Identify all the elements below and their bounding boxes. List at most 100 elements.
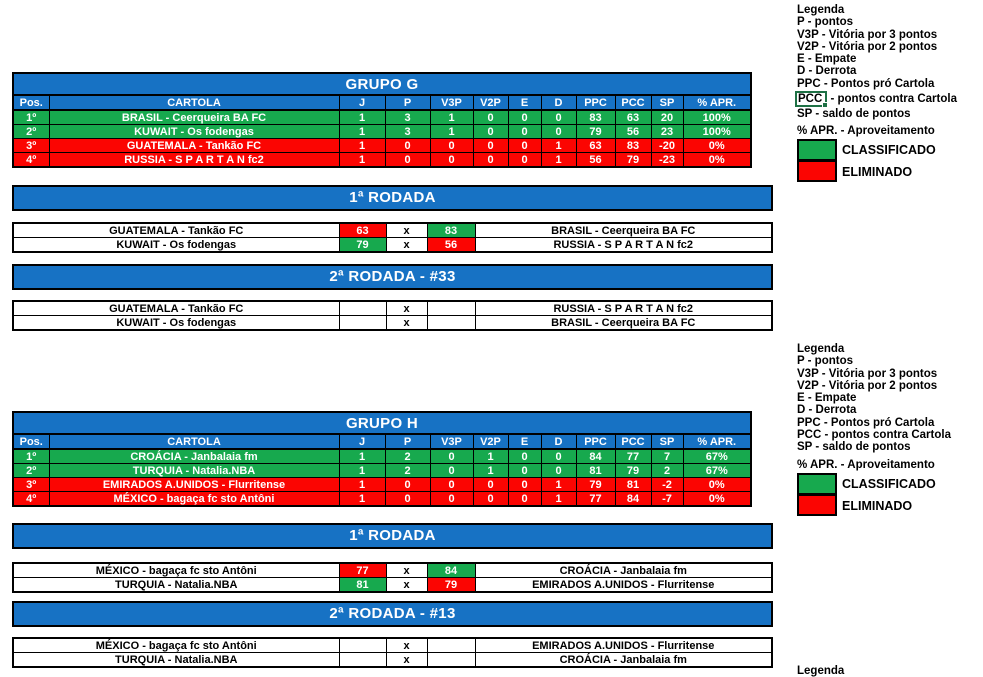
stat-cell[interactable]: 79 xyxy=(614,152,652,168)
legend-title[interactable]: Legenda xyxy=(797,4,845,16)
stat-cell[interactable]: 0 xyxy=(540,448,577,464)
home-score-cell[interactable]: 77 xyxy=(338,562,387,578)
away-score-cell[interactable] xyxy=(426,300,476,316)
legend-line[interactable]: D - Derrota xyxy=(797,65,857,78)
stat-cell[interactable]: 0 xyxy=(429,463,474,478)
home-team-cell[interactable]: MÉXICO - bagaça fc sto Antôni xyxy=(12,562,340,578)
away-score-cell[interactable]: 56 xyxy=(426,237,476,253)
stat-cell[interactable]: 1 xyxy=(338,152,386,168)
home-score-cell[interactable] xyxy=(338,300,387,316)
eliminado-swatch[interactable] xyxy=(797,160,837,183)
legend-line[interactable]: V2P - Vitória por 2 pontos xyxy=(797,379,938,392)
away-team-cell[interactable]: EMIRADOS A.UNIDOS - Flurritense xyxy=(474,577,773,593)
pos-cell[interactable]: 1º xyxy=(12,109,50,125)
stat-cell[interactable]: 23 xyxy=(650,124,684,139)
stat-cell[interactable]: 1 xyxy=(472,463,509,478)
legend-line[interactable]: D - Derrota xyxy=(797,404,857,417)
cartola-cell[interactable]: CROÁCIA - Janbalaia fm xyxy=(48,448,340,464)
stat-cell[interactable]: 83 xyxy=(614,138,652,153)
legend-title[interactable]: Legenda xyxy=(797,665,845,677)
legend-line[interactable]: P - pontos xyxy=(797,16,854,29)
legend-line[interactable]: PPC - Pontos pró Cartola xyxy=(797,77,935,90)
home-score-cell[interactable] xyxy=(338,315,387,331)
header-cell-pos[interactable]: Pos. xyxy=(12,94,50,111)
stat-cell[interactable]: 1 xyxy=(540,491,577,507)
classificado-label[interactable]: CLASSIFICADO xyxy=(842,476,936,491)
header-cell-d[interactable]: D xyxy=(540,94,577,111)
stat-cell[interactable]: 3 xyxy=(384,109,431,125)
legend-line[interactable]: % APR. - Aproveitamento xyxy=(797,125,935,138)
stat-cell[interactable]: 1 xyxy=(338,448,386,464)
header-cell-pcc[interactable]: PCC xyxy=(614,433,652,450)
legend-line[interactable]: E - Empate xyxy=(797,392,857,405)
legend-line-pcc[interactable]: PCC - pontos contra Cartola xyxy=(795,91,957,109)
stat-cell[interactable]: 0 xyxy=(429,491,474,507)
home-score-cell[interactable] xyxy=(338,637,387,653)
home-team-cell[interactable]: KUWAIT - Os fodengas xyxy=(12,315,340,331)
stat-cell[interactable]: 0 xyxy=(540,109,577,125)
home-team-cell[interactable]: GUATEMALA - Tankão FC xyxy=(12,300,340,316)
away-team-cell[interactable]: CROÁCIA - Janbalaia fm xyxy=(474,652,773,668)
stat-cell[interactable]: 56 xyxy=(575,152,616,168)
header-cell-e[interactable]: E xyxy=(507,433,542,450)
group-title[interactable]: GRUPO H xyxy=(12,411,752,435)
stat-cell[interactable]: 0% xyxy=(682,491,752,507)
stat-cell[interactable]: 0 xyxy=(429,152,474,168)
cartola-cell[interactable]: GUATEMALA - Tankão FC xyxy=(48,138,340,153)
cartola-cell[interactable]: MÉXICO - bagaça fc sto Antôni xyxy=(48,491,340,507)
stat-cell[interactable]: 1 xyxy=(338,491,386,507)
stat-cell[interactable]: 79 xyxy=(575,124,616,139)
stat-cell[interactable]: 2 xyxy=(384,448,431,464)
stat-cell[interactable]: 0 xyxy=(384,138,431,153)
stat-cell[interactable]: 56 xyxy=(614,124,652,139)
stat-cell[interactable]: 20 xyxy=(650,109,684,125)
stat-cell[interactable]: -23 xyxy=(650,152,684,168)
legend-line[interactable]: % APR. - Aproveitamento xyxy=(797,458,935,471)
stat-cell[interactable]: 0 xyxy=(507,491,542,507)
home-score-cell[interactable] xyxy=(338,652,387,668)
pos-cell[interactable]: 1º xyxy=(12,448,50,464)
stat-cell[interactable]: 77 xyxy=(614,448,652,464)
eliminado-swatch[interactable] xyxy=(797,493,837,516)
away-team-cell[interactable]: BRASIL - Ceerqueira BA FC xyxy=(474,222,773,238)
header-cell-apr[interactable]: % APR. xyxy=(682,94,752,111)
classificado-label[interactable]: CLASSIFICADO xyxy=(842,143,936,158)
stat-cell[interactable]: 0 xyxy=(472,138,509,153)
stat-cell[interactable]: 63 xyxy=(575,138,616,153)
header-cell-sp[interactable]: SP xyxy=(650,94,684,111)
header-cell-e[interactable]: E xyxy=(507,94,542,111)
selected-cell-outline[interactable]: PCC xyxy=(795,91,829,109)
home-score-cell[interactable]: 63 xyxy=(338,222,387,238)
stat-cell[interactable]: 3 xyxy=(384,124,431,139)
away-team-cell[interactable]: RUSSIA - S P A R T A N fc2 xyxy=(474,300,773,316)
away-score-cell[interactable] xyxy=(426,637,476,653)
home-team-cell[interactable]: TURQUIA - Natalia.NBA xyxy=(12,577,340,593)
stat-cell[interactable]: 67% xyxy=(682,448,752,464)
header-cell-cartola[interactable]: CARTOLA xyxy=(48,433,340,450)
home-team-cell[interactable]: GUATEMALA - Tankão FC xyxy=(12,222,340,238)
group-title[interactable]: GRUPO G xyxy=(12,72,752,96)
stat-cell[interactable]: 100% xyxy=(682,124,752,139)
stat-cell[interactable]: 1 xyxy=(338,477,386,492)
stat-cell[interactable]: 1 xyxy=(429,124,474,139)
legend-line[interactable]: SP - saldo de pontos xyxy=(797,108,911,121)
stat-cell[interactable]: 0% xyxy=(682,152,752,168)
stat-cell[interactable]: 0 xyxy=(507,463,542,478)
versus-cell[interactable]: x xyxy=(385,315,428,331)
stat-cell[interactable]: 63 xyxy=(614,109,652,125)
stat-cell[interactable]: 1 xyxy=(338,138,386,153)
stat-cell[interactable]: 81 xyxy=(614,477,652,492)
away-score-cell[interactable]: 79 xyxy=(426,577,476,593)
pos-cell[interactable]: 3º xyxy=(12,477,50,492)
stat-cell[interactable]: -7 xyxy=(650,491,684,507)
stat-cell[interactable]: 77 xyxy=(575,491,616,507)
stat-cell[interactable]: 0 xyxy=(507,477,542,492)
cartola-cell[interactable]: BRASIL - Ceerqueira BA FC xyxy=(48,109,340,125)
header-cell-p[interactable]: P xyxy=(384,94,431,111)
classificado-swatch[interactable] xyxy=(797,139,837,162)
versus-cell[interactable]: x xyxy=(385,237,428,253)
stat-cell[interactable]: 81 xyxy=(575,463,616,478)
rodada-title-bar[interactable]: 2ª RODADA - #33 xyxy=(12,264,773,290)
legend-title[interactable]: Legenda xyxy=(797,343,845,355)
versus-cell[interactable]: x xyxy=(385,222,428,238)
